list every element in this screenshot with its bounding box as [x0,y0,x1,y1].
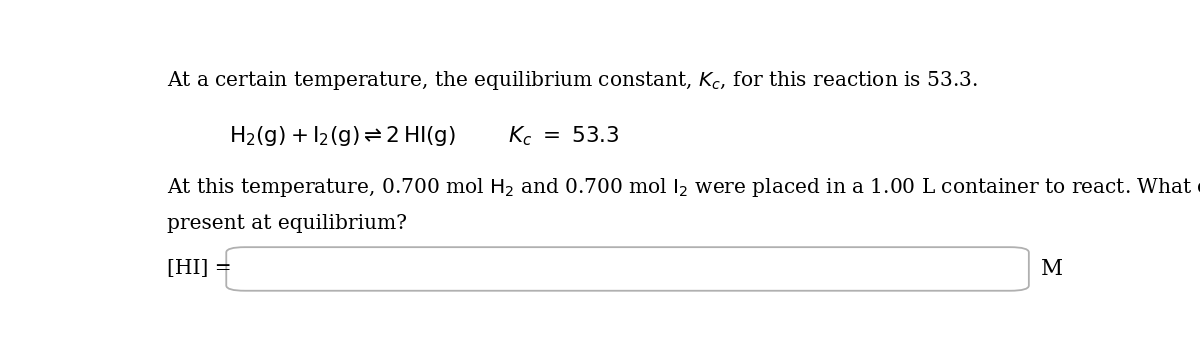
FancyBboxPatch shape [227,247,1028,291]
Text: present at equilibrium?: present at equilibrium? [167,214,407,233]
Text: [HI] =: [HI] = [167,259,232,279]
Text: $\mathrm{H_2(g) + I_2(g) \rightleftharpoons 2\,HI(g)}$: $\mathrm{H_2(g) + I_2(g) \rightleftharpo… [229,125,456,149]
Text: At a certain temperature, the equilibrium constant, $K_c$, for this reaction is : At a certain temperature, the equilibriu… [167,69,978,92]
Text: $K_c\ =\ 53.3$: $K_c\ =\ 53.3$ [508,125,619,148]
Text: M: M [1040,258,1063,280]
Text: At this temperature, 0.700 mol $\mathrm{H_2}$ and 0.700 mol $\mathrm{I_2}$ were : At this temperature, 0.700 mol $\mathrm{… [167,176,1200,199]
